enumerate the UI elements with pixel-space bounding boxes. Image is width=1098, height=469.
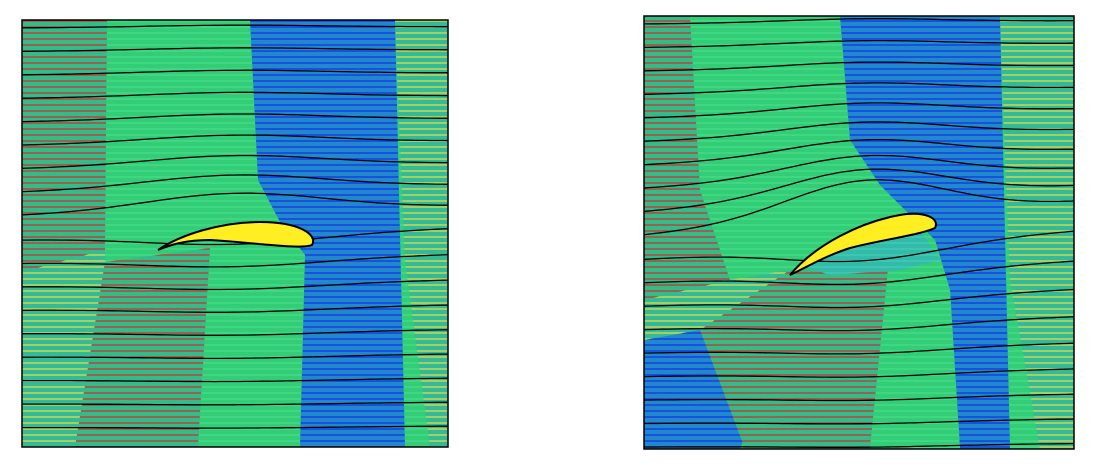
panel-high-angle (644, 16, 1074, 449)
streamline (22, 69, 448, 76)
region (1000, 16, 1074, 449)
airfoil (157, 220, 315, 251)
streamline (22, 47, 448, 52)
streamline (22, 401, 448, 406)
airfoil (789, 212, 937, 276)
streamline (22, 254, 448, 268)
streamline (644, 102, 1074, 119)
streamline (644, 179, 1074, 236)
streamline (644, 368, 1074, 378)
panel-low-angle (17, 20, 449, 452)
streamline (644, 82, 1074, 95)
streamline (22, 329, 448, 336)
streamline (22, 154, 448, 169)
streamlines (17, 24, 449, 452)
streamline (22, 425, 448, 429)
streamline (17, 450, 449, 452)
streamline (22, 24, 448, 29)
region (800, 230, 940, 275)
streamline (644, 138, 1074, 166)
streamline (22, 279, 448, 291)
streamline (644, 342, 1074, 355)
streamline (22, 228, 448, 246)
region (644, 16, 730, 300)
streamline (22, 304, 448, 313)
streamline (22, 91, 448, 99)
region (75, 248, 210, 447)
region (22, 20, 107, 272)
streamline (22, 113, 448, 123)
panel-frame (643, 15, 1075, 450)
region (840, 16, 1010, 449)
streamline (644, 418, 1074, 425)
streamline (644, 61, 1074, 72)
streamline (644, 18, 1074, 25)
streamline (644, 168, 1074, 213)
streamline (644, 288, 1074, 309)
streamline (22, 353, 448, 360)
streamline (22, 192, 448, 216)
streamline (644, 230, 1074, 263)
region (644, 330, 760, 449)
streamline (22, 174, 448, 193)
region (395, 20, 448, 447)
streamline (644, 393, 1074, 402)
streamline (22, 134, 448, 146)
region (870, 240, 960, 449)
streamline (644, 316, 1074, 332)
panel-frame (21, 19, 449, 448)
streamline (644, 39, 1074, 49)
streamline (22, 377, 448, 383)
streamline (644, 121, 1074, 142)
streamline (644, 442, 1074, 448)
streamline (644, 154, 1074, 189)
region (250, 20, 405, 447)
streamlines (644, 18, 1074, 448)
streamline (644, 260, 1074, 286)
